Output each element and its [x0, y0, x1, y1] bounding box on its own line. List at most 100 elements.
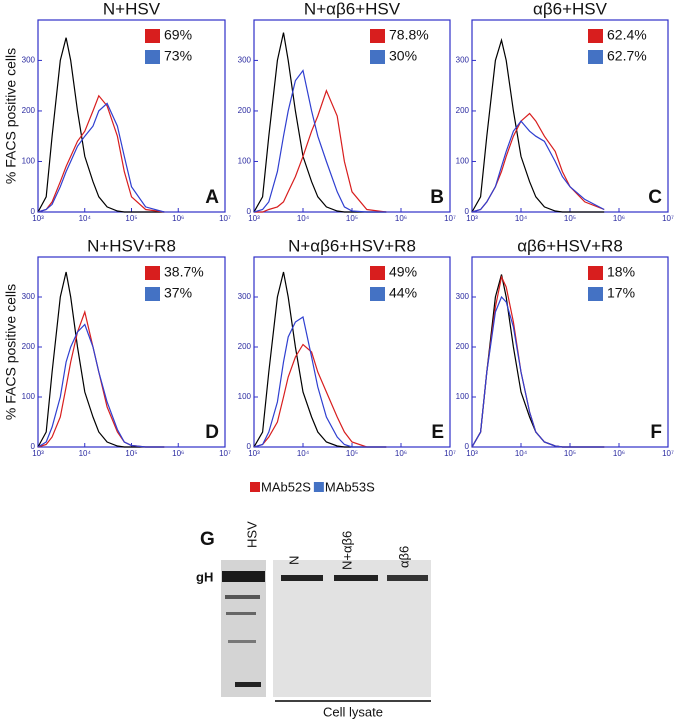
x-tick-label: 10⁶: [395, 449, 407, 458]
panel-letter: A: [205, 187, 219, 208]
chart-title: αβ6+HSV: [533, 0, 608, 18]
chart-title: N+αβ6+HSV+R8: [288, 236, 416, 255]
histogram-line: [254, 89, 387, 213]
blot-band: [387, 575, 428, 581]
chart-title: N+HSV: [103, 0, 161, 18]
x-tick-label: 10⁶: [613, 214, 625, 223]
lane-label: N+αβ6: [339, 531, 354, 570]
blot-band: [225, 595, 260, 599]
y-tick-label: 100: [456, 157, 470, 166]
y-tick-label: 100: [238, 157, 252, 166]
y-tick-label: 0: [247, 207, 252, 216]
x-tick-label: 10³: [466, 214, 478, 223]
blot-band: [226, 612, 256, 615]
histogram-line: [37, 102, 165, 213]
y-tick-label: 300: [238, 56, 252, 65]
stat-swatch: [370, 287, 385, 301]
lane-label: αβ6: [396, 546, 411, 568]
stat-swatch: [145, 29, 160, 43]
legend-label: MAb53S: [325, 479, 375, 494]
stat-label: 62.4%: [607, 27, 647, 43]
y-tick-label: 200: [238, 106, 252, 115]
lane-label: N: [286, 556, 301, 565]
x-tick-label: 10⁴: [515, 214, 528, 223]
western-blot: G gH HSV N N+αβ6 αβ6 Cell lysate: [196, 521, 431, 719]
plot-frame: [253, 19, 451, 213]
panel-letter: D: [205, 422, 219, 443]
chart-title: N+HSV+R8: [87, 236, 176, 255]
histogram-line: [37, 37, 165, 213]
x-tick-label: 10³: [32, 449, 44, 458]
y-tick-label: 300: [22, 56, 36, 65]
stat-swatch: [145, 266, 160, 280]
stat-label: 62.7%: [607, 48, 647, 64]
stat-swatch: [588, 266, 603, 280]
x-tick-label: 10⁴: [297, 214, 310, 223]
x-tick-label: 10⁴: [515, 449, 528, 458]
y-axis-label: % FACS positive cells: [3, 48, 19, 184]
y-tick-label: 0: [247, 442, 252, 451]
plot-frame: [37, 256, 226, 448]
y-tick-label: 200: [456, 106, 470, 115]
stat-swatch: [588, 50, 603, 64]
x-tick-label: 10⁵: [564, 449, 576, 458]
x-tick-label: 10⁵: [125, 214, 137, 223]
plot-frame: [471, 256, 669, 448]
y-tick-label: 200: [456, 342, 470, 351]
y-tick-label: 100: [22, 392, 36, 401]
stat-label: 49%: [389, 264, 417, 280]
stat-label: 78.8%: [389, 27, 429, 43]
histogram-line: [471, 275, 605, 448]
x-tick-label: 10⁶: [395, 214, 407, 223]
stat-swatch: [370, 266, 385, 280]
histogram-line: [471, 37, 605, 213]
x-tick-label: 10⁴: [79, 449, 92, 458]
chart-title: N+αβ6+HSV: [304, 0, 401, 18]
panel-letter: G: [200, 529, 215, 550]
histogram-line: [37, 271, 165, 448]
x-tick-label: 10⁵: [346, 449, 358, 458]
x-tick-label: 10⁵: [346, 214, 358, 223]
y-tick-label: 0: [465, 442, 470, 451]
histogram-line: [471, 274, 605, 448]
x-tick-label: 10⁷: [219, 449, 231, 458]
y-tick-label: 200: [22, 106, 36, 115]
blot-band: [222, 571, 265, 582]
x-tick-label: 10³: [248, 449, 260, 458]
group-label: Cell lysate: [323, 704, 383, 719]
y-tick-label: 300: [22, 292, 36, 301]
stat-swatch: [145, 50, 160, 64]
stat-label: 73%: [164, 48, 192, 64]
x-tick-label: 10³: [248, 214, 260, 223]
panel-letter: C: [648, 187, 662, 208]
histogram-line: [37, 94, 165, 213]
y-tick-label: 200: [238, 342, 252, 351]
panel-letter: F: [650, 422, 662, 443]
x-tick-label: 10⁷: [219, 214, 231, 223]
stat-swatch: [370, 29, 385, 43]
band-label: gH: [196, 569, 213, 584]
panel-letter: E: [431, 422, 444, 443]
blot-band: [281, 575, 323, 581]
chart-title: αβ6+HSV+R8: [517, 236, 623, 255]
histogram-line: [253, 343, 387, 448]
y-tick-label: 100: [456, 392, 470, 401]
histogram-line: [253, 69, 387, 213]
stat-swatch: [588, 287, 603, 301]
y-tick-label: 300: [456, 292, 470, 301]
blot-band: [235, 682, 261, 687]
y-tick-label: 300: [238, 292, 252, 301]
stat-label: 17%: [607, 285, 635, 301]
x-tick-label: 10⁷: [662, 214, 674, 223]
blot-band: [228, 640, 256, 643]
stat-label: 37%: [164, 285, 192, 301]
histogram-line: [37, 323, 165, 448]
blot-strip: [273, 560, 431, 697]
blot-strip: [221, 560, 266, 697]
stat-label: 18%: [607, 264, 635, 280]
y-tick-label: 100: [238, 392, 252, 401]
x-tick-label: 10⁶: [172, 449, 184, 458]
stat-swatch: [370, 50, 385, 64]
plot-frame: [37, 19, 226, 213]
